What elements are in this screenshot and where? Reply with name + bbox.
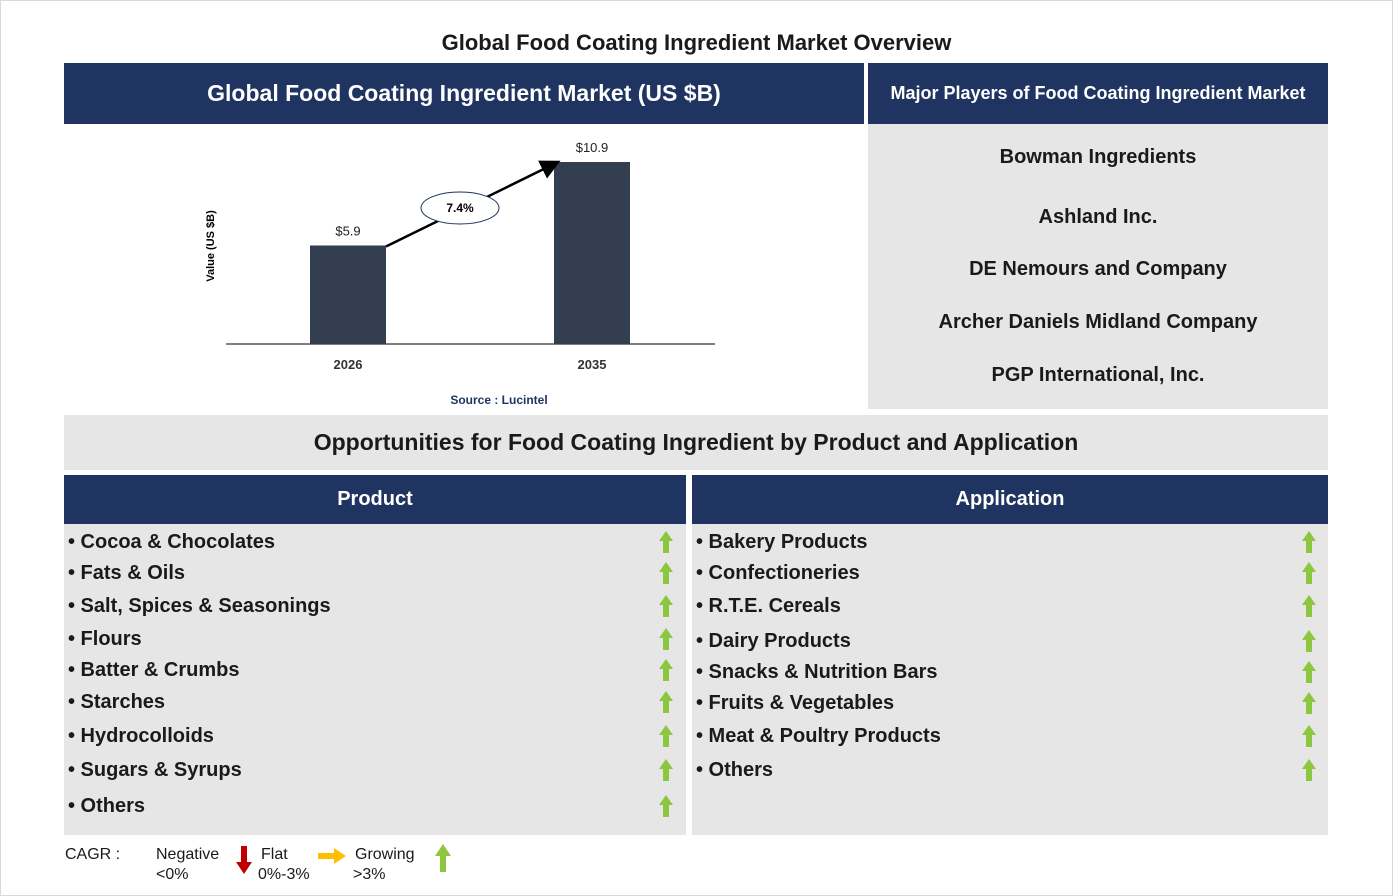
list-item: • Starches — [68, 691, 166, 713]
up-arrow-icon — [659, 725, 673, 747]
bar-2026 — [310, 245, 386, 344]
application-list: • Bakery Products • Confectioneries • R.T.… — [692, 524, 1328, 835]
list-item: • Meat & Poultry Products — [696, 725, 941, 747]
list-item: • Others — [68, 795, 146, 817]
right-arrow-icon — [318, 848, 346, 864]
product-header: Product — [64, 475, 686, 524]
list-item: • Sugars & Syrups — [68, 759, 242, 781]
chart-source: Source : Lucintel — [450, 393, 547, 407]
up-arrow-icon — [1302, 759, 1316, 781]
list-item: • Dairy Products — [696, 630, 851, 652]
legend-cagr: CAGR : — [65, 846, 121, 863]
player-item: Ashland Inc. — [1038, 206, 1158, 228]
list-item: • R.T.E. Cereals — [696, 595, 841, 617]
cagr-label: 7.4% — [446, 201, 474, 215]
list-item: • Bakery Products — [696, 531, 868, 553]
list-item: • Hydrocolloids — [68, 725, 214, 747]
up-arrow-icon — [1302, 595, 1316, 617]
list-item: • Fats & Oils — [68, 562, 186, 584]
up-arrow-icon — [1302, 692, 1316, 714]
up-arrow-icon — [1302, 630, 1316, 652]
legend-negative-range: <0% — [156, 866, 189, 883]
up-arrow-icon — [1302, 531, 1316, 553]
up-arrow-icon — [1302, 725, 1316, 747]
list-item: • Fruits & Vegetables — [696, 692, 895, 714]
y-axis-label: Value (US $B) — [205, 210, 217, 282]
page-title: Global Food Coating Ingredient Market Ov… — [441, 30, 952, 55]
up-arrow-icon — [659, 628, 673, 650]
down-arrow-icon — [236, 846, 252, 874]
list-item: • Batter & Crumbs — [68, 659, 240, 681]
list-item: • Confectioneries — [696, 562, 860, 584]
legend-flat-label: Flat — [261, 846, 288, 863]
list-item: • Snacks & Nutrition Bars — [696, 661, 938, 683]
bar-2035 — [554, 162, 630, 344]
application-header: Application — [692, 475, 1328, 524]
bar-value-label: $5.9 — [335, 223, 360, 238]
bar-value-label: $10.9 — [576, 140, 609, 155]
legend-flat-range: 0%-3% — [258, 866, 310, 883]
up-arrow-icon — [659, 691, 673, 713]
up-arrow-icon — [659, 562, 673, 584]
legend-growing-range: >3% — [353, 866, 386, 883]
legend-negative-label: Negative — [156, 846, 220, 863]
product-list: • Cocoa & Chocolates • Fats & Oils • Salt,… — [64, 524, 686, 835]
up-arrow-icon — [659, 595, 673, 617]
market-chart: Value (US $B) $5.9 2026 $10.9 2035 7.4% Sou… — [205, 140, 715, 407]
up-arrow-icon — [659, 531, 673, 553]
opportunities-title: Opportunities for Food Coating Ingredien… — [64, 415, 1328, 470]
players-header: Major Players of Food Coating Ingredient… — [868, 63, 1328, 124]
cagr-ellipse — [420, 191, 500, 225]
up-arrow-icon — [659, 795, 673, 817]
player-item: PGP International, Inc. — [991, 364, 1205, 386]
chart-header: Global Food Coating Ingredient Market (U… — [64, 63, 864, 124]
players-list: Bowman Ingredients Ashland Inc. DE Nemou… — [868, 124, 1328, 409]
list-item: • Cocoa & Chocolates — [68, 531, 276, 553]
player-item: Archer Daniels Midland Company — [938, 311, 1258, 333]
list-item: • Flours — [68, 628, 142, 650]
x-tick-label: 2026 — [334, 357, 363, 372]
up-arrow-icon — [1302, 562, 1316, 584]
up-arrow-icon — [659, 659, 673, 681]
up-arrow-icon — [659, 759, 673, 781]
player-item: Bowman Ingredients — [999, 146, 1197, 168]
list-item: • Salt, Spices & Seasonings — [68, 595, 331, 617]
legend-growing-label: Growing — [355, 846, 415, 863]
up-arrow-icon — [1302, 661, 1316, 683]
up-arrow-icon — [435, 844, 451, 872]
list-item: • Others — [696, 759, 774, 781]
player-item: DE Nemours and Company — [969, 258, 1227, 280]
x-tick-label: 2035 — [578, 357, 607, 372]
